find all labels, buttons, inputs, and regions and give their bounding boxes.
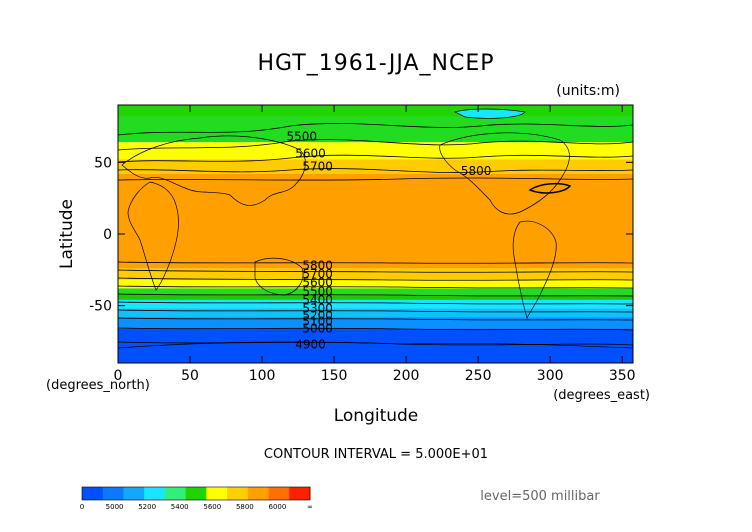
contour-label-0: 5500 xyxy=(287,130,318,144)
contour-band-0 xyxy=(118,105,633,117)
contour-label-9: 5300 xyxy=(302,302,333,316)
x-tick-label-7: 350 xyxy=(609,368,636,384)
contour-label-3: 5800 xyxy=(461,164,492,178)
colorbar: 0 5000 5200 5400 5600 5800 6000 ∞ xyxy=(80,486,313,511)
contour-band-12 xyxy=(118,328,633,363)
x-tick-label-5: 250 xyxy=(465,368,492,384)
contour-label-13: 4900 xyxy=(295,337,326,351)
contour-label-10: 5200 xyxy=(302,309,333,323)
colorbar-label-5: 5800 xyxy=(236,503,254,511)
chart-title: HGT_1961-JJA_NCEP xyxy=(257,51,494,76)
x-tick-label-1: 50 xyxy=(181,368,199,384)
greenland-outline xyxy=(454,108,526,119)
colorbar-label-4: 5600 xyxy=(203,503,221,511)
colorbar-frame xyxy=(81,486,311,501)
colorbar-swatch-0 xyxy=(82,487,104,500)
colorbar-swatch-8 xyxy=(247,487,269,500)
contour-lines xyxy=(118,123,633,346)
y-unit-label: (degrees_north) xyxy=(46,378,150,393)
europe-asia-outline xyxy=(121,135,306,206)
contour-band-1 xyxy=(118,116,633,143)
contour-label-8: 5400 xyxy=(302,293,333,307)
north-america-outline xyxy=(439,132,570,215)
contour-label-11: 5100 xyxy=(302,314,333,328)
colorbar-swatch-6 xyxy=(206,487,228,500)
colorbar-label-1: 5000 xyxy=(106,503,124,511)
x-axis-ticks: 0 50 100 150 200 250 300 350 xyxy=(114,105,636,384)
contour-band-2 xyxy=(118,142,633,160)
colorbar-label-3: 5400 xyxy=(171,503,189,511)
colorbar-swatch-5 xyxy=(185,487,207,500)
y-tick-label-2: -50 xyxy=(89,299,112,315)
colorbar-label-2: 5200 xyxy=(138,503,156,511)
africa-outline xyxy=(127,181,179,291)
x-tick-label-6: 300 xyxy=(537,368,564,384)
contour-label-6: 5600 xyxy=(302,276,333,290)
y-axis-ticks: 50 0 -50 xyxy=(89,155,633,315)
contour-band-9 xyxy=(118,299,633,309)
south-america-outline xyxy=(512,220,557,319)
contour-label-4: 5800 xyxy=(302,259,333,273)
contour-label-5: 5700 xyxy=(302,267,333,281)
y-axis-label: Latitude xyxy=(57,199,77,269)
filled-contour-bands xyxy=(118,105,633,363)
level-text: level=500 millibar xyxy=(480,489,600,504)
contour-label-2: 5700 xyxy=(302,160,333,174)
colorbar-swatch-2 xyxy=(123,487,145,500)
y-tick-label-0: 50 xyxy=(94,155,112,171)
colorbar-swatch-3 xyxy=(144,487,166,500)
colorbar-swatch-1 xyxy=(102,487,124,500)
contour-label-7: 5500 xyxy=(302,284,333,298)
contour-band-8 xyxy=(118,294,633,300)
contour-label-1: 5600 xyxy=(295,147,326,161)
contour-band-10 xyxy=(118,308,633,318)
colorbar-label-6: 6000 xyxy=(269,503,287,511)
x-tick-label-4: 200 xyxy=(393,368,420,384)
colorbar-label-7: ∞ xyxy=(307,503,313,511)
x-tick-label-0: 0 xyxy=(114,368,123,384)
contour-band-11 xyxy=(118,317,633,329)
colorbar-swatch-7 xyxy=(227,487,249,500)
contour-band-6 xyxy=(118,279,633,289)
contour-band-5 xyxy=(118,268,633,280)
contour-band-7 xyxy=(118,288,633,295)
x-axis-label: Longitude xyxy=(334,406,419,426)
x-tick-label-3: 150 xyxy=(321,368,348,384)
colorbar-swatch-4 xyxy=(164,487,187,500)
contour-label-12: 5000 xyxy=(302,322,333,336)
x-unit-label: (degrees_east) xyxy=(553,388,650,403)
contour-band-3 xyxy=(118,159,633,174)
contour-band-4 xyxy=(118,173,633,269)
colorbar-swatch-9 xyxy=(268,487,290,500)
units-label: (units:m) xyxy=(556,83,620,99)
contour-interval-text: CONTOUR INTERVAL = 5.000E+01 xyxy=(264,447,488,462)
colorbar-swatch-10 xyxy=(289,487,311,500)
x-tick-label-2: 100 xyxy=(249,368,276,384)
y-tick-label-1: 0 xyxy=(103,227,112,243)
colorbar-label-0: 0 xyxy=(80,503,84,511)
